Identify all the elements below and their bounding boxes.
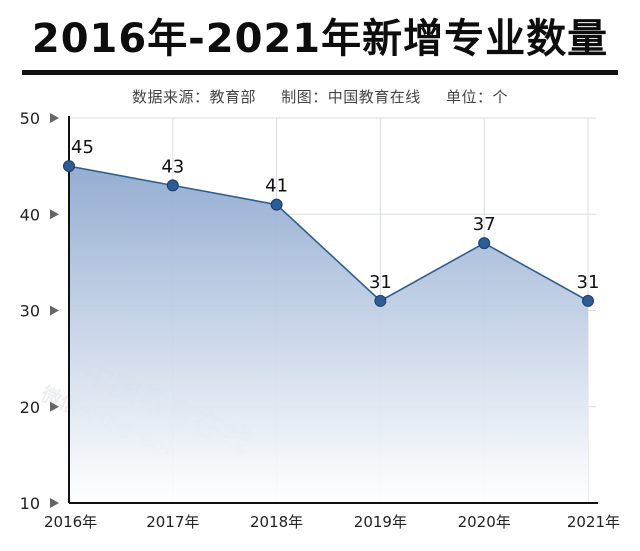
data-point — [166, 179, 179, 192]
y-tick-marker — [50, 401, 59, 412]
data-points — [63, 160, 594, 307]
data-point — [63, 160, 75, 173]
data-point — [374, 294, 387, 307]
x-axis-ticks: 2016年 2017年 2018年 2019年 2020年 2021年 — [44, 513, 620, 531]
data-label: 45 — [71, 137, 94, 158]
y-tick-marker — [50, 305, 59, 316]
data-label: 43 — [161, 156, 184, 177]
data-point — [478, 237, 491, 250]
y-tick-label: 50 — [20, 109, 40, 128]
title-underline — [22, 70, 618, 75]
y-tick-marker — [50, 498, 59, 508]
x-tick-label: 2018年 — [250, 513, 303, 531]
data-labels: 45 43 41 31 37 31 — [71, 137, 599, 293]
y-tick-label: 10 — [20, 494, 40, 513]
data-label: 31 — [577, 272, 600, 293]
data-point — [270, 198, 283, 211]
x-tick-label: 2019年 — [354, 513, 407, 531]
axes — [68, 116, 598, 504]
y-tick-marker — [50, 113, 59, 123]
y-axis-ticks: 10 20 30 40 50 — [20, 109, 59, 513]
series-line — [68, 165, 589, 302]
x-tick-label: 2016年 — [44, 513, 97, 531]
y-tick-marker — [50, 209, 59, 220]
data-label: 31 — [369, 272, 392, 293]
data-label: 37 — [473, 214, 496, 235]
data-point — [582, 294, 594, 307]
unit-label: 单位：个 — [446, 88, 509, 106]
x-tick-label: 2021年 — [567, 513, 620, 531]
x-tick-label: 2017年 — [146, 513, 199, 531]
x-tick-label: 2020年 — [458, 513, 511, 531]
chart-subtitle: 数据来源：教育部 制图：中国教育在线 单位：个 — [0, 86, 640, 107]
y-tick-label: 20 — [20, 398, 40, 417]
chart-title: 2016年-2021年新增专业数量 — [31, 16, 609, 62]
data-source: 数据来源：教育部 — [131, 88, 256, 106]
area-fill — [69, 166, 588, 503]
data-label: 41 — [265, 176, 288, 197]
y-tick-label: 30 — [20, 302, 40, 321]
y-tick-label: 40 — [20, 205, 40, 224]
chart-producer: 制图：中国教育在线 — [281, 88, 421, 106]
